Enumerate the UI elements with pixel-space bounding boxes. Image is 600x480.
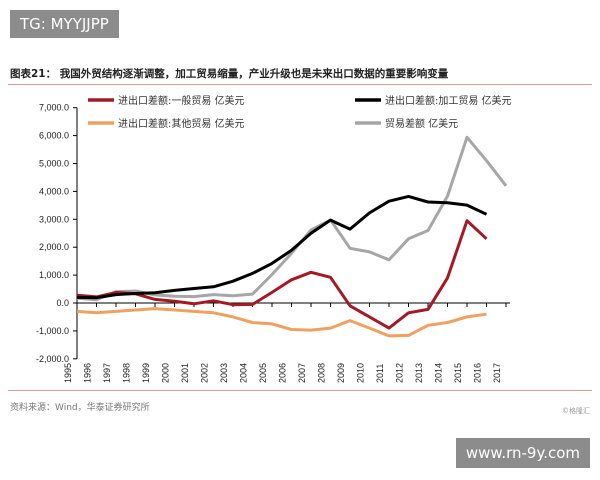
y-tick-label: 0.0 xyxy=(56,298,69,308)
legend-label: 贸易差额 亿美元 xyxy=(385,117,458,130)
x-tick-label: 2008 xyxy=(317,363,327,383)
series-line-0 xyxy=(76,219,488,330)
legend-label: 进出口差额:一般贸易 亿美元 xyxy=(118,94,245,107)
x-tick-label: 2004 xyxy=(239,363,249,383)
x-tick-label: 2011 xyxy=(375,364,385,383)
overlay-tag: TG: MYYJJPP xyxy=(10,10,119,38)
overlay-site: www.rn-9y.com xyxy=(455,438,590,468)
y-tick-label: 2,000.0 xyxy=(39,242,69,252)
source-note: 资料来源：Wind，华泰证券研究所 xyxy=(10,403,150,413)
x-tick-label: 2013 xyxy=(414,363,424,383)
x-tick-label: 2017 xyxy=(492,363,502,383)
x-tick-label: 2009 xyxy=(336,363,346,383)
x-tick-label: 1999 xyxy=(141,363,151,383)
legend-label: 进出口差额:加工贸易 亿美元 xyxy=(385,94,512,107)
x-tick-label: 1995 xyxy=(63,363,73,383)
y-tick-label: -2,000.0 xyxy=(36,354,69,364)
series-line-3 xyxy=(76,135,508,302)
divider xyxy=(8,390,592,391)
y-tick-label: 5,000.0 xyxy=(39,159,69,169)
watermark: ©格隆汇 xyxy=(562,407,590,415)
x-tick-label: 2015 xyxy=(453,363,463,383)
divider xyxy=(8,84,592,85)
y-tick-label: 7,000.0 xyxy=(39,103,69,113)
x-tick-label: 2012 xyxy=(395,363,405,383)
x-tick-label: 1996 xyxy=(83,363,93,383)
chart-title: 图表21： 我国外贸结构逐渐调整，加工贸易缩量，产业升级也是未来出口数据的重要影… xyxy=(10,68,449,80)
y-tick-label: 3,000.0 xyxy=(39,214,69,224)
x-tick-label: 2006 xyxy=(278,363,288,383)
x-tick-label: 2016 xyxy=(473,363,483,383)
y-tick-label: 4,000.0 xyxy=(39,186,69,196)
series-line-2 xyxy=(76,307,487,338)
series-line-1 xyxy=(76,194,488,300)
x-tick-label: 2005 xyxy=(258,363,268,383)
legend-label: 进出口差额:其他贸易 亿美元 xyxy=(118,117,245,130)
y-tick-label: 6,000.0 xyxy=(39,131,69,141)
x-tick-label: 2003 xyxy=(219,363,229,383)
x-tick-label: 2001 xyxy=(180,363,190,383)
y-tick-label: -1,000.0 xyxy=(36,326,69,336)
x-tick-label: 2014 xyxy=(434,363,444,383)
x-tick-label: 2000 xyxy=(161,363,171,383)
x-tick-label: 2010 xyxy=(356,363,366,383)
x-tick-label: 2002 xyxy=(200,363,210,383)
x-tick-label: 1998 xyxy=(122,363,132,383)
y-tick-label: 1,000.0 xyxy=(39,270,69,280)
x-tick-label: 2007 xyxy=(297,363,307,383)
x-tick-label: 1997 xyxy=(102,363,112,383)
